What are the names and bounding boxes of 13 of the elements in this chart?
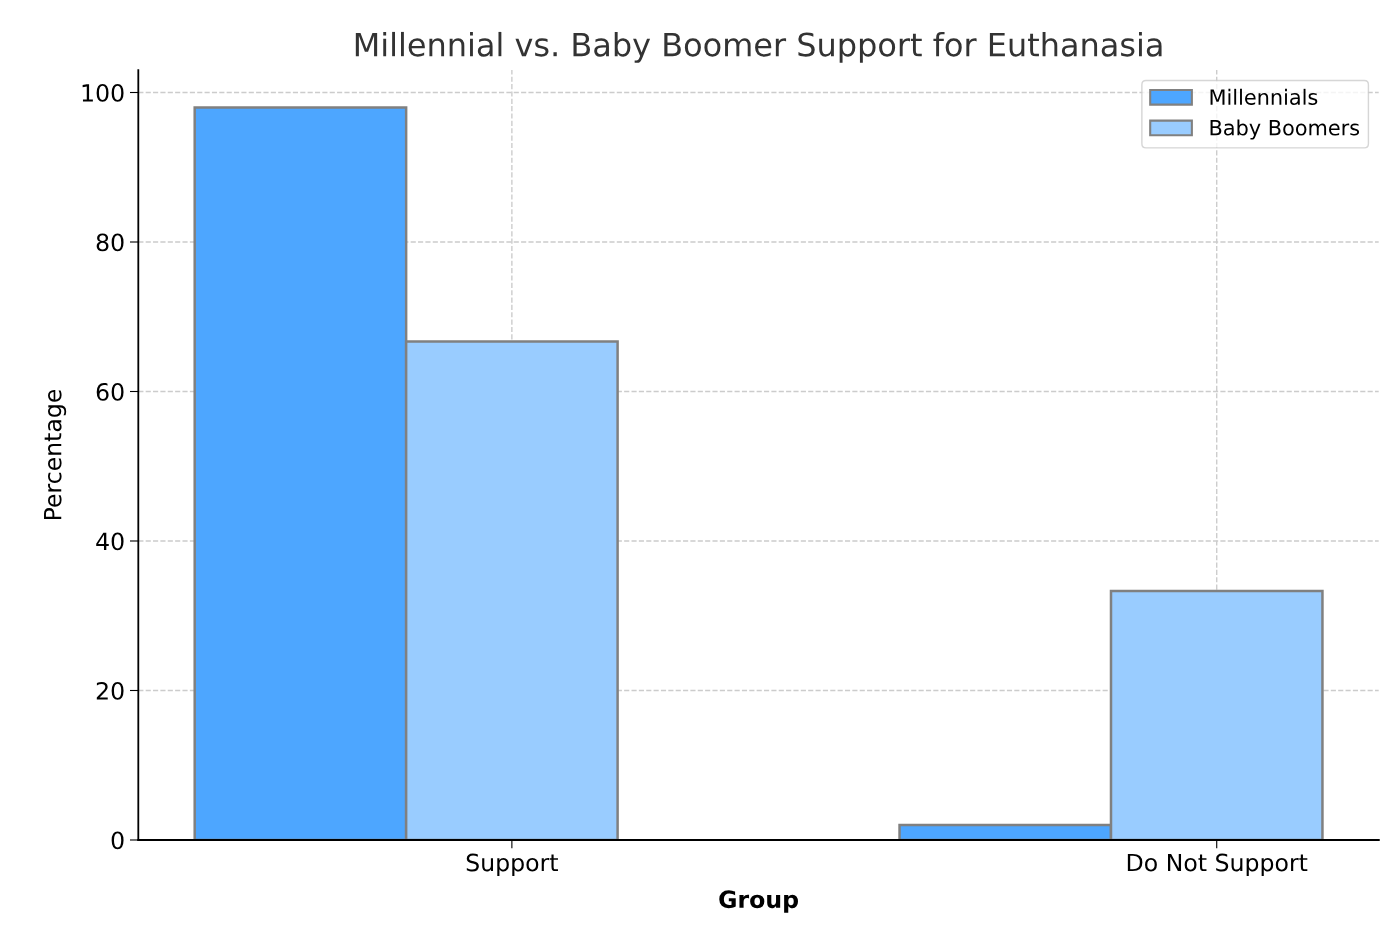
x-tick-label: Do Not Support (1127, 853, 1308, 877)
legend-label: Millennials (1210, 88, 1318, 105)
y-tick-label: 0 (111, 831, 124, 850)
x-axis-title: Group (719, 890, 798, 913)
y-axis-title: Percentage (44, 389, 67, 520)
chart-title: Millennial vs. Baby Boomer Support for Euthanasia (355, 31, 1162, 63)
y-tick-label: 80 (96, 233, 124, 252)
y-tick-label: 100 (82, 83, 124, 102)
legend-label: Baby Boomers (1210, 119, 1360, 140)
y-tick-label: 40 (96, 532, 124, 551)
y-tick-label: 60 (96, 382, 124, 401)
y-tick-label: 20 (96, 681, 124, 700)
x-tick-label: Support (466, 853, 558, 877)
